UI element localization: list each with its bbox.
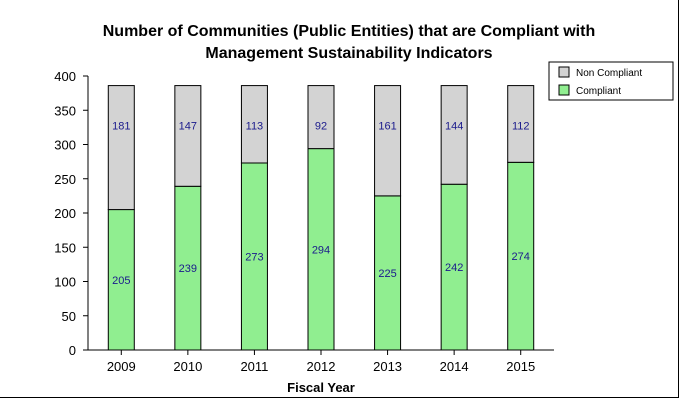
bar-segment-compliant (240, 162, 268, 351)
bar-segment-compliant (440, 183, 468, 351)
data-label: 225 (378, 268, 396, 280)
x-tick-label: 2010 (173, 359, 202, 374)
data-label: 181 (112, 121, 130, 133)
data-label: 205 (112, 275, 130, 287)
bar-segment-compliant (507, 161, 535, 351)
legend-swatch-non-compliant (558, 66, 570, 78)
data-label: 112 (512, 121, 530, 133)
y-tick-label: 250 (54, 172, 76, 187)
bar-segment-compliant (107, 209, 135, 351)
y-tick-label: 350 (54, 103, 76, 118)
axes: 0 50 100 150 200 250 300 350 400 2009 2010 2011 2012… (54, 69, 554, 374)
x-tick-label: 2013 (373, 359, 402, 374)
legend-swatch-compliant (558, 84, 570, 96)
data-label: 144 (445, 121, 463, 133)
x-tick-label: 2015 (506, 359, 535, 374)
bar-segment-non-compliant (240, 85, 268, 164)
data-label: 92 (315, 121, 327, 133)
y-tick-label: 150 (54, 240, 76, 255)
legend-label-non-compliant: Non Compliant (576, 68, 642, 79)
bar-segment-non-compliant (507, 85, 535, 163)
data-label: 113 (246, 121, 264, 133)
bar-segment-compliant (374, 195, 402, 351)
x-tick-label: 2012 (307, 359, 336, 374)
y-tick-label: 100 (54, 275, 76, 290)
chart-title-line-1: Number of Communities (Public Entities) … (103, 23, 595, 40)
y-tick-label: 300 (54, 138, 76, 153)
legend: Non Compliant Compliant (548, 61, 674, 101)
data-label: 274 (512, 251, 530, 263)
bars: 205 181 239 147 273 113 294 92 225 161 242 144 274 11… (107, 85, 535, 351)
legend-box (548, 61, 674, 101)
chart-title-line-2: Management Sustainability Indicators (205, 45, 492, 62)
bar-segment-non-compliant (440, 85, 468, 185)
bar-segment-compliant (307, 148, 335, 351)
data-label: 242 (445, 262, 463, 274)
bar-segment-non-compliant (307, 85, 335, 150)
y-tick-label: 400 (54, 69, 76, 84)
x-tick-label: 2009 (107, 359, 136, 374)
y-tick-label: 50 (62, 309, 76, 324)
data-label: 147 (179, 121, 197, 133)
x-tick-label: 2014 (440, 359, 469, 374)
y-tick-label: 0 (69, 343, 76, 358)
data-label: 161 (378, 121, 396, 133)
data-label: 273 (245, 251, 263, 263)
bar-segment-non-compliant (374, 85, 402, 197)
legend-label-compliant: Compliant (576, 86, 621, 97)
x-axis-label: Fiscal Year (287, 380, 355, 395)
bar-segment-non-compliant (174, 85, 202, 187)
x-tick-label: 2011 (240, 359, 268, 374)
data-label: 239 (179, 263, 197, 275)
bar-segment-non-compliant (107, 85, 135, 211)
data-label: 294 (312, 244, 330, 256)
y-tick-label: 200 (54, 206, 76, 221)
